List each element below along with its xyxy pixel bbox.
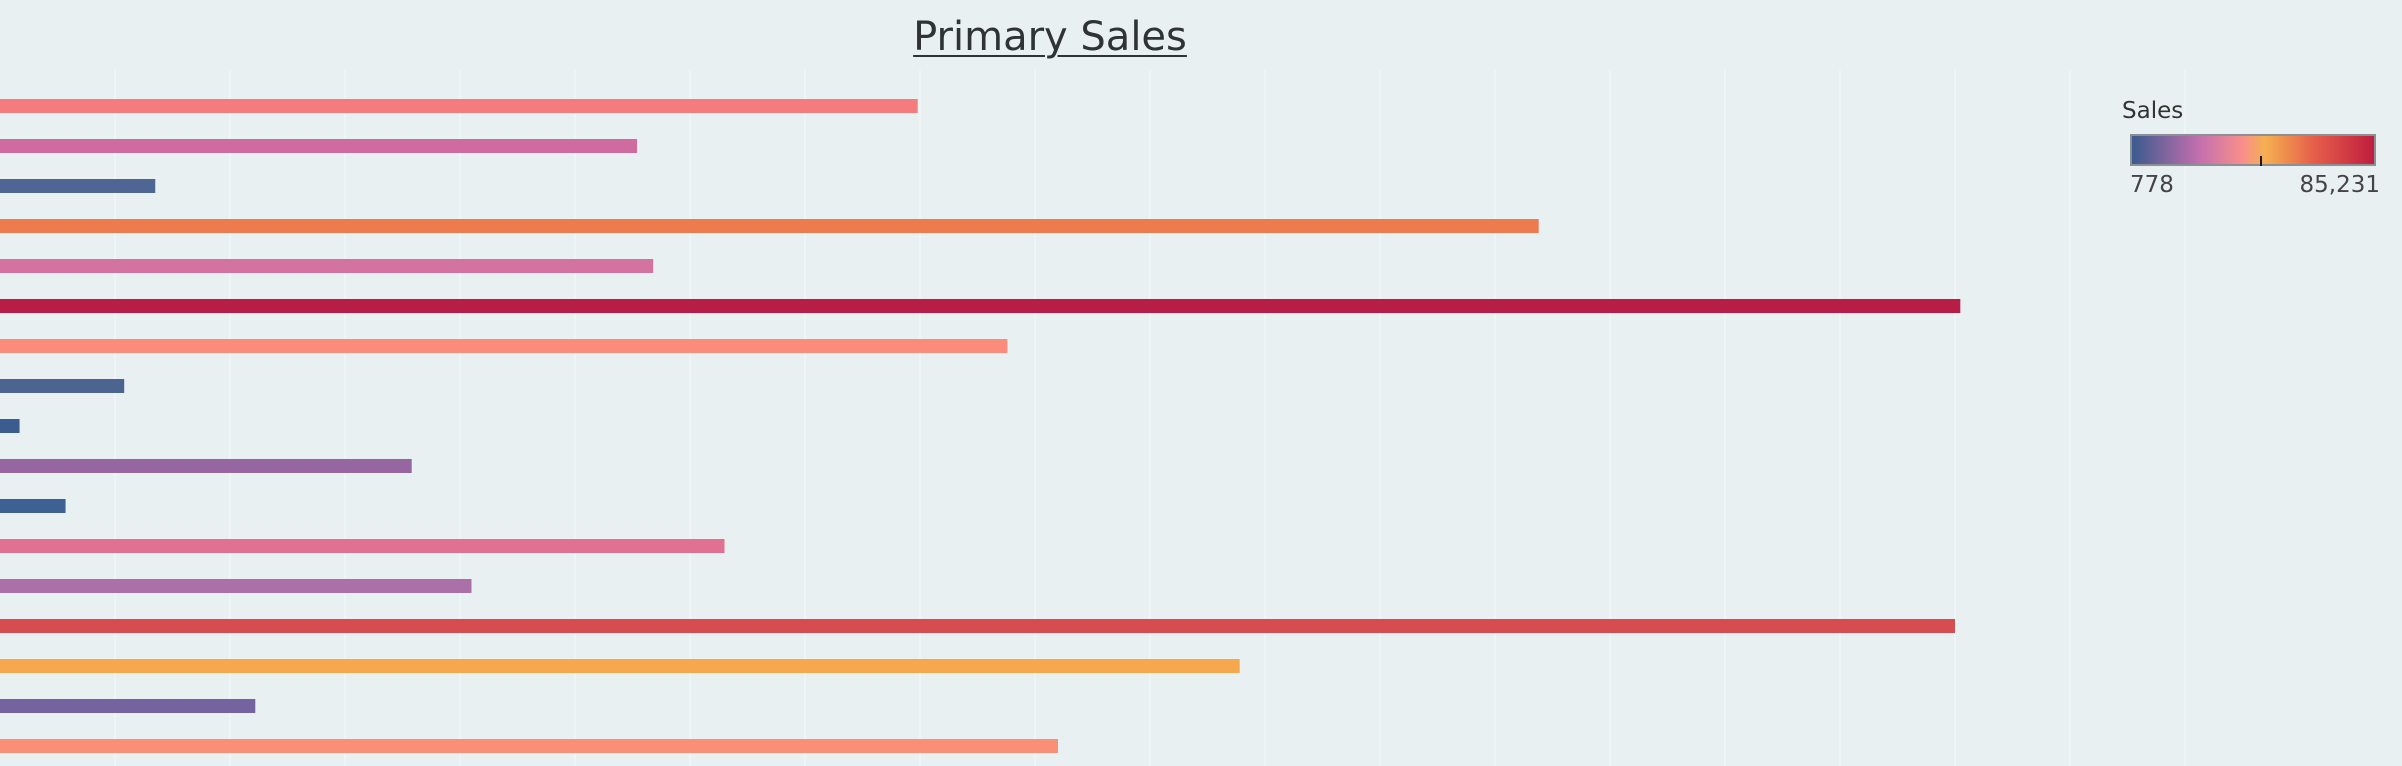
bar[interactable] bbox=[0, 539, 725, 553]
grid-lines bbox=[114, 70, 2186, 766]
bar[interactable] bbox=[0, 99, 918, 113]
bar[interactable] bbox=[0, 659, 1240, 673]
bar[interactable] bbox=[0, 459, 412, 473]
legend-marker bbox=[2260, 156, 2262, 166]
legend-max-label: 85,231 bbox=[2299, 172, 2380, 198]
bars bbox=[0, 99, 1961, 753]
bar[interactable] bbox=[0, 699, 256, 713]
bar[interactable] bbox=[0, 179, 156, 193]
bar[interactable] bbox=[0, 619, 1955, 633]
bar[interactable] bbox=[0, 739, 1058, 753]
bar[interactable] bbox=[0, 299, 1961, 313]
legend-title: Sales bbox=[2122, 98, 2184, 124]
bar[interactable] bbox=[0, 419, 20, 433]
bar[interactable] bbox=[0, 339, 1008, 353]
legend-min-label: 778 bbox=[2130, 172, 2174, 198]
legend-color-ramp bbox=[2130, 134, 2376, 166]
chart-title: Primary Sales bbox=[913, 14, 1187, 60]
bar[interactable] bbox=[0, 579, 472, 593]
bar[interactable] bbox=[0, 219, 1539, 233]
color-legend: Sales 778 85,231 bbox=[2122, 98, 2392, 208]
bar[interactable] bbox=[0, 139, 638, 153]
bar[interactable] bbox=[0, 259, 654, 273]
bar[interactable] bbox=[0, 379, 125, 393]
bar[interactable] bbox=[0, 499, 66, 513]
